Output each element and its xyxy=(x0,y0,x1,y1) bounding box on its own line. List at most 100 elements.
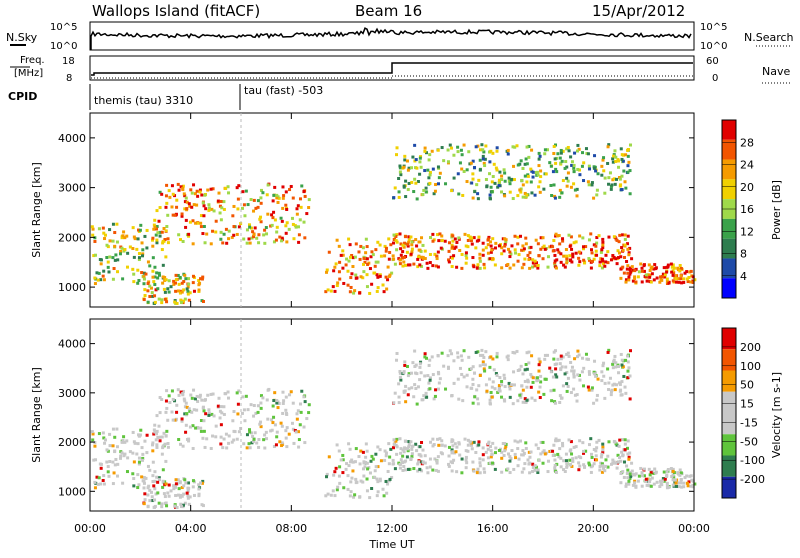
velocity-cell xyxy=(161,446,165,450)
velocity-cell xyxy=(513,351,517,355)
power-cell xyxy=(236,207,240,211)
velocity-cell xyxy=(503,385,507,389)
velocity-cell xyxy=(93,444,97,448)
power-cell xyxy=(582,245,586,249)
velocity-cell xyxy=(142,486,146,490)
velocity-cell xyxy=(576,373,580,377)
nsky-label: N.Sky xyxy=(6,31,38,44)
power-cell xyxy=(652,278,656,282)
power-cell xyxy=(474,246,478,250)
velocity-cell xyxy=(477,443,481,447)
power-cell xyxy=(351,256,355,260)
power-cell xyxy=(486,243,490,247)
velocity-cell xyxy=(620,380,624,384)
power-cell xyxy=(151,294,155,298)
power-cell xyxy=(284,190,288,194)
power-cell xyxy=(155,241,159,245)
velocity-cell xyxy=(587,461,591,465)
power-cell xyxy=(500,266,504,270)
power-cell xyxy=(398,258,402,262)
power-cell xyxy=(93,239,97,243)
nave-label: Nave xyxy=(762,65,790,78)
power-cell xyxy=(188,291,192,295)
velocity-cell xyxy=(493,387,497,391)
power-cell xyxy=(592,243,596,247)
power-cell xyxy=(536,264,540,268)
power-cell xyxy=(116,258,120,262)
velocity-cell xyxy=(253,431,257,435)
velocity-cell xyxy=(368,471,372,475)
power-cell xyxy=(569,155,573,159)
colorbar-frame xyxy=(721,327,737,499)
power-cell xyxy=(628,246,632,250)
power-cell xyxy=(237,225,241,229)
power-cell xyxy=(418,160,422,164)
power-cell xyxy=(398,164,402,168)
power-cell xyxy=(476,197,480,201)
power-cell xyxy=(539,236,543,240)
velocity-cell xyxy=(93,486,97,490)
colorbar-segment xyxy=(722,391,736,413)
power-cell xyxy=(585,152,589,156)
power-cell xyxy=(250,226,254,230)
velocity-cell xyxy=(671,467,675,471)
velocity-cell xyxy=(537,458,541,462)
velocity-cell xyxy=(366,467,370,471)
power-cell xyxy=(550,194,554,198)
velocity-cell xyxy=(456,355,460,359)
velocity-cell xyxy=(500,383,504,387)
velocity-cell xyxy=(620,363,624,367)
power-cell xyxy=(561,179,565,183)
velocity-cell xyxy=(420,440,424,444)
velocity-cell xyxy=(623,385,627,389)
power-cell xyxy=(538,154,542,158)
velocity-cell xyxy=(494,372,498,376)
velocity-cell xyxy=(601,466,605,470)
power-cell xyxy=(262,233,266,237)
velocity-cell xyxy=(200,398,204,402)
velocity-cell xyxy=(620,393,624,397)
power-cell xyxy=(481,253,485,257)
power-cell xyxy=(296,204,300,208)
power-cell xyxy=(654,267,658,271)
power-cell xyxy=(588,258,592,262)
velocity-cell xyxy=(142,479,146,483)
power-cell xyxy=(514,251,518,255)
velocity-cell xyxy=(564,452,568,456)
power-cell xyxy=(402,260,406,264)
velocity-cell xyxy=(339,458,343,462)
velocity-cell xyxy=(187,486,191,490)
velocity-cell xyxy=(370,454,374,458)
velocity-cell xyxy=(517,457,521,461)
velocity-cell xyxy=(191,485,195,489)
power-cell xyxy=(179,298,183,302)
velocity-cell xyxy=(285,413,289,417)
power-cell xyxy=(516,242,520,246)
power-cell xyxy=(472,236,476,240)
power-cell xyxy=(493,246,497,250)
velocity-cell xyxy=(409,457,413,461)
velocity-cell xyxy=(415,372,419,376)
power-cell xyxy=(141,248,145,252)
velocity-cell xyxy=(388,455,392,459)
power-cell xyxy=(111,277,115,281)
freq-tick-low: 8 xyxy=(66,73,72,84)
power-cell xyxy=(271,199,275,203)
x-tick-label: 00:00 xyxy=(678,522,710,535)
power-cell xyxy=(495,149,499,153)
velocity-cell xyxy=(218,409,222,413)
power-cell xyxy=(386,278,390,282)
power-cell xyxy=(477,235,481,239)
power-cell xyxy=(383,244,387,248)
velocity-cell xyxy=(582,451,586,455)
power-cell xyxy=(410,247,414,251)
power-cell xyxy=(451,245,455,249)
power-cell xyxy=(95,271,99,275)
power-cell xyxy=(677,280,681,284)
power-cell xyxy=(125,265,129,269)
power-cell xyxy=(376,275,380,279)
power-cell xyxy=(521,248,525,252)
velocity-cell xyxy=(295,417,299,421)
power-cell xyxy=(487,235,491,239)
power-cell xyxy=(414,238,418,242)
